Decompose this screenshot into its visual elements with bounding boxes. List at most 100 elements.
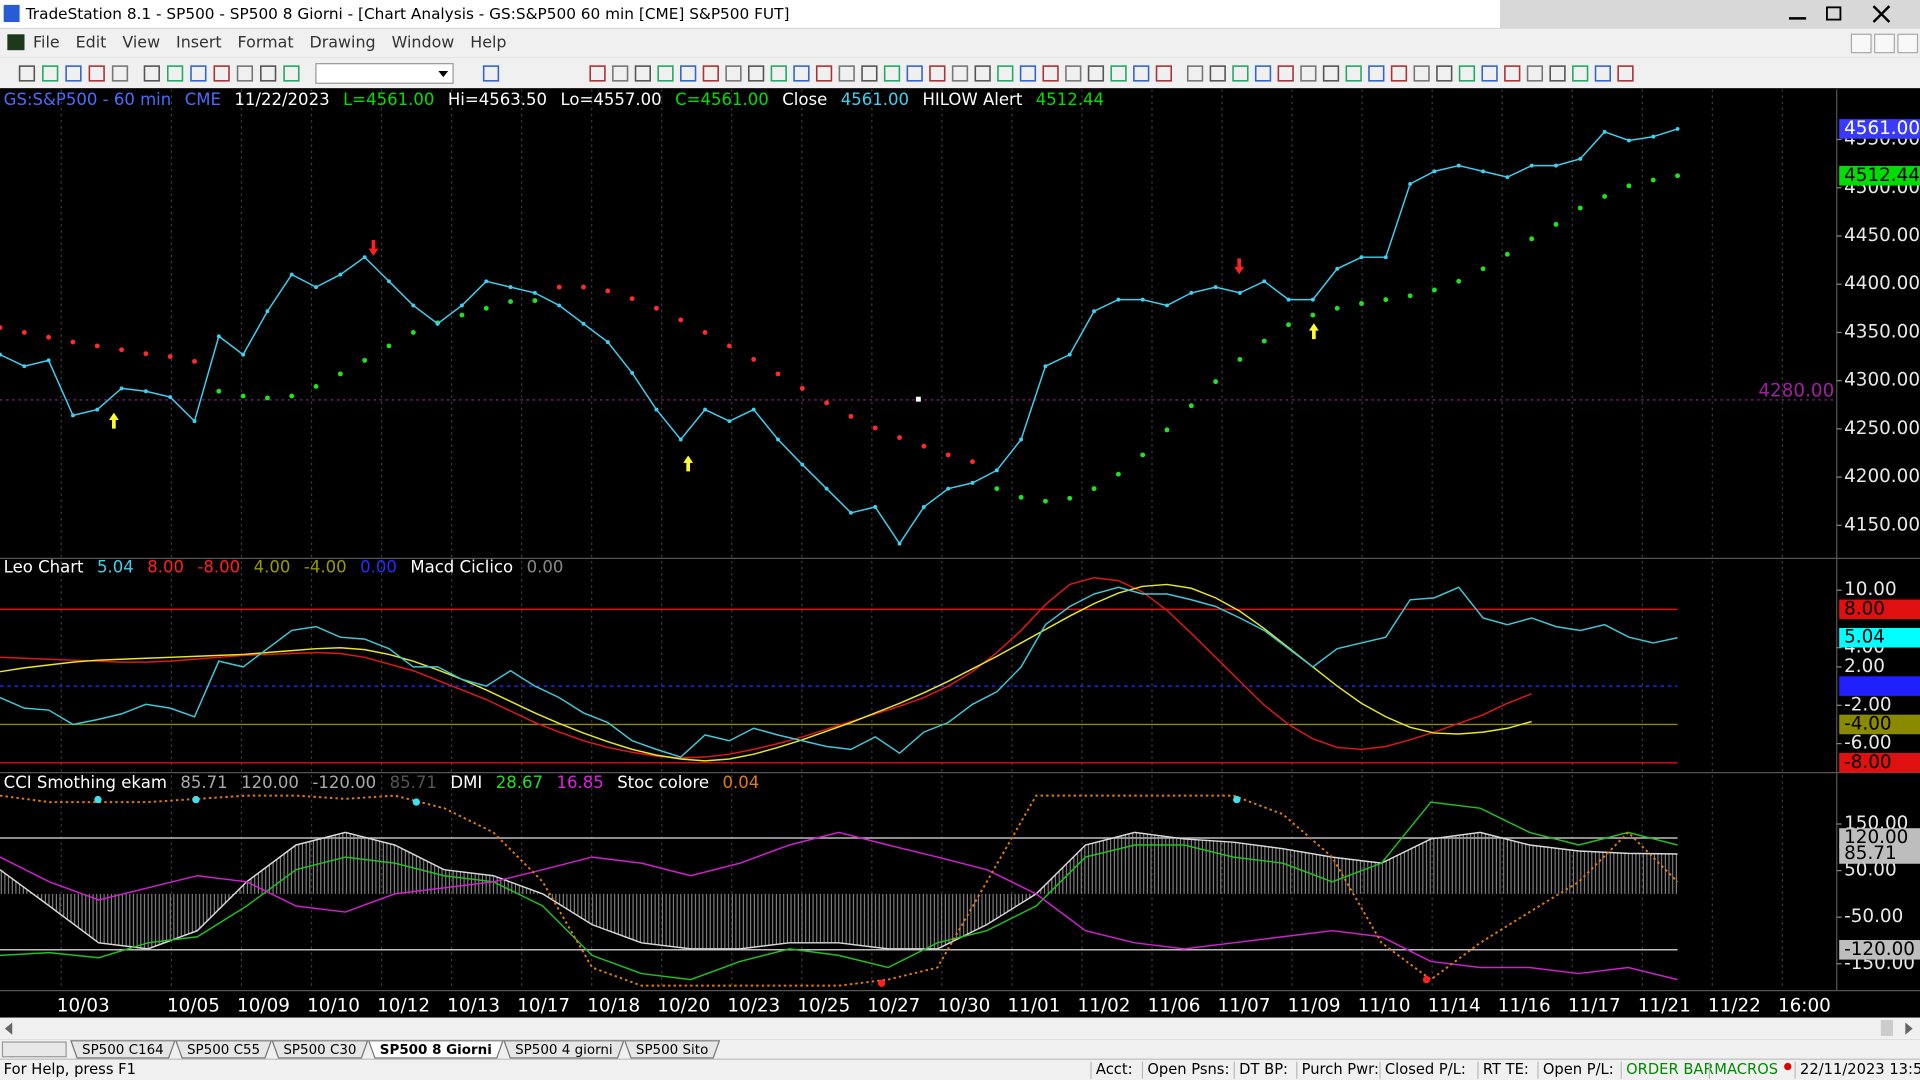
toolbar-button[interactable] [725,65,742,82]
tab-label: SP500 8 Giorni [380,1043,492,1058]
toolbar-button[interactable] [65,65,82,82]
toolbar-button[interactable] [1458,65,1476,82]
toolbar-button[interactable] [1209,65,1226,82]
mdi-minimize[interactable] [1850,33,1872,54]
toolbar-button[interactable] [111,65,129,82]
toolbar-button[interactable] [612,65,629,82]
menu-item[interactable]: Edit [76,32,107,51]
toolbar-button[interactable] [838,65,855,82]
toolbar-button[interactable] [747,65,765,82]
toolbar-button[interactable] [213,65,230,82]
tab-nav-buttons[interactable] [1,1041,67,1058]
tab[interactable]: SP500 8 Giorni [367,1040,504,1059]
series-line [0,794,1679,987]
horizontal-scrollbar[interactable] [0,1017,1920,1040]
toolbar-button[interactable] [1019,65,1037,82]
toolbar-button[interactable] [283,65,300,82]
toolbar-button[interactable] [1110,65,1127,82]
toolbar-button[interactable] [929,65,946,82]
toolbar-button[interactable] [190,65,207,82]
mdi-restore[interactable] [1874,33,1895,54]
toolbar-button[interactable] [861,65,878,82]
series-line [0,801,1678,981]
toolbar-button[interactable] [1232,65,1249,82]
toolbar-button[interactable] [1617,65,1634,82]
tab[interactable]: SP500 C55 [175,1040,273,1059]
symbol-dropdown[interactable] [315,63,454,84]
toolbar-button[interactable] [974,65,991,82]
series-dot [1092,309,1097,314]
toolbar-button[interactable] [1345,65,1362,82]
toolbar-button[interactable] [482,65,500,82]
menu-item[interactable]: Window [392,32,455,51]
toolbar-button[interactable] [906,65,923,82]
toolbar-button[interactable] [1572,65,1589,82]
series-dot [726,343,732,349]
menu-item[interactable]: Drawing [310,32,376,51]
toolbar-button[interactable] [793,65,810,82]
menu-item[interactable]: View [122,32,160,51]
signal-arrow [368,240,379,256]
scroll-thumb[interactable] [1880,1020,1894,1036]
tab[interactable]: SP500 C30 [271,1040,369,1059]
toolbar-button[interactable] [260,65,277,82]
series-dot [46,358,51,363]
signal-arrow [1234,258,1245,275]
menu-item[interactable]: Format [238,32,294,51]
toolbar-button[interactable] [951,65,969,82]
tab[interactable]: SP500 C164 [70,1040,176,1059]
toolbar-button[interactable] [883,65,901,82]
toolbar-button[interactable] [1481,65,1498,82]
toolbar-button[interactable] [1390,65,1408,82]
marker [877,979,886,987]
toolbar-button[interactable] [702,65,719,82]
series-dot [411,303,416,308]
toolbar-button[interactable] [42,65,59,82]
x-tick-label: 10/18 [587,996,640,1017]
toolbar-button[interactable] [1504,65,1521,82]
toolbar-button[interactable] [1300,65,1317,82]
toolbar-button[interactable] [1368,65,1385,82]
scroll-left[interactable] [4,1022,13,1035]
tab[interactable]: SP500 Sito [624,1040,721,1059]
toolbar-button[interactable] [1186,65,1204,82]
toolbar-button[interactable] [997,65,1014,82]
toolbar-button[interactable] [589,65,606,82]
toolbar-button[interactable] [1133,65,1150,82]
toolbar-button[interactable] [1155,65,1173,82]
toolbar-button[interactable] [1277,65,1294,82]
toolbar-button[interactable] [1254,65,1272,82]
toolbar-button[interactable] [1065,65,1082,82]
toolbar-button[interactable] [1322,65,1340,82]
marker [1422,975,1431,984]
menu-item[interactable]: File [33,32,60,51]
toolbar-button[interactable] [166,65,184,82]
panel-header-text: 0.00 [527,558,564,577]
menu-item[interactable]: Help [470,32,506,51]
axis-value-box [1839,844,1920,864]
toolbar-button[interactable] [770,65,787,82]
mdi-close[interactable] [1897,33,1919,54]
toolbar-button[interactable] [18,65,36,82]
toolbar-button[interactable] [1087,65,1105,82]
toolbar-button[interactable] [680,65,697,82]
scroll-right[interactable] [1905,1022,1913,1035]
menu-item[interactable]: Insert [176,32,222,51]
toolbar-button[interactable] [1549,65,1566,82]
tab[interactable]: SP500 4 giorni [503,1040,625,1059]
toolbar-button[interactable] [657,65,674,82]
toolbar-button[interactable] [634,65,651,82]
toolbar-button[interactable] [88,65,105,82]
close-button[interactable] [1872,5,1891,23]
toolbar-button[interactable] [1042,65,1059,82]
toolbar-button[interactable] [1436,65,1453,82]
restore-button[interactable] [1826,6,1842,21]
toolbar-button[interactable] [815,65,833,82]
toolbar-button[interactable] [236,65,254,82]
panel-header-text: C=4561.00 [675,90,769,109]
toolbar-button[interactable] [1594,65,1611,82]
toolbar-button[interactable] [1526,65,1544,82]
series-line [0,128,1678,545]
toolbar-button[interactable] [1413,65,1430,82]
toolbar-button[interactable] [143,65,160,82]
